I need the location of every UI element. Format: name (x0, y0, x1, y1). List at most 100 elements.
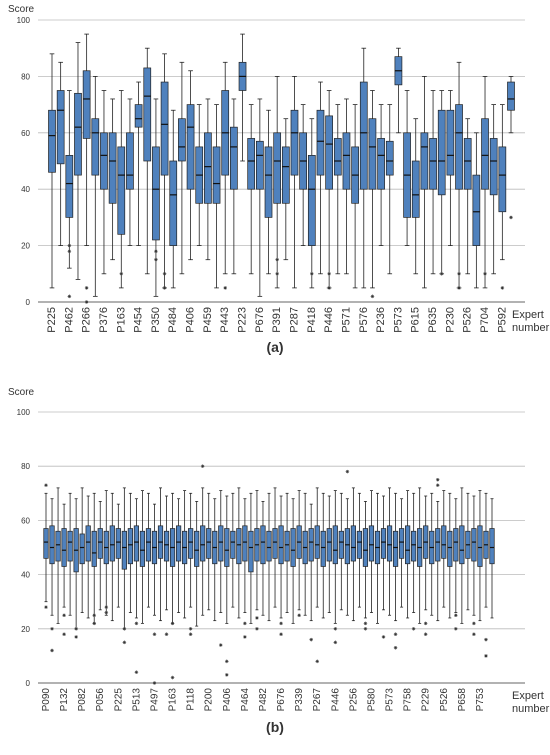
x-tick-label: P266 (81, 307, 93, 333)
box (437, 109, 446, 196)
box (411, 160, 420, 218)
x-tick-label: P339 (294, 688, 305, 712)
box (435, 528, 441, 562)
box (175, 525, 182, 562)
x-tick-label: P350 (150, 307, 162, 333)
box (489, 528, 495, 565)
outlier (275, 257, 279, 262)
x-tick-label: P391 (271, 307, 283, 333)
outlier (279, 632, 283, 637)
x-tick-label: P592 (496, 307, 508, 333)
x-tick-label: P256 (348, 688, 359, 712)
outlier (67, 294, 72, 299)
box (82, 70, 91, 139)
box (169, 160, 178, 246)
box (342, 132, 351, 190)
outlier (74, 635, 78, 639)
box (152, 146, 160, 241)
outlier (472, 621, 476, 626)
outlier (255, 616, 259, 620)
x-tick-label: P571 (340, 307, 352, 333)
box (133, 525, 140, 562)
outlier (225, 659, 229, 664)
box (420, 132, 429, 190)
y-tick-label: 20 (21, 242, 30, 251)
box (55, 530, 61, 562)
box (405, 525, 411, 565)
y-tick-label: 40 (21, 185, 30, 194)
x-tick-label: P163 (168, 688, 179, 712)
outlier (62, 632, 66, 637)
box (264, 146, 273, 218)
outlier (50, 627, 54, 631)
outlier (381, 635, 386, 639)
outlier (134, 670, 139, 674)
outlier (134, 621, 139, 626)
box (356, 530, 363, 559)
x-tick-label: P406 (222, 688, 233, 712)
box (325, 115, 333, 190)
outlier (297, 613, 301, 618)
outlier (122, 627, 127, 631)
x-tick-label: P090 (41, 688, 52, 712)
x-tick-label: P482 (258, 688, 269, 712)
x-tick-label: P418 (306, 307, 318, 333)
y-tick-label: 80 (21, 72, 30, 81)
x-tick-label: P580 (366, 688, 377, 712)
box (188, 528, 194, 559)
box (85, 525, 91, 562)
outlier (333, 627, 338, 631)
box (121, 530, 127, 570)
x-tick-label: P513 (131, 688, 142, 712)
x-tick-label: P526 (462, 307, 474, 333)
outlier (439, 272, 444, 276)
box (230, 530, 236, 559)
box (338, 530, 344, 559)
box (242, 525, 248, 562)
box (446, 109, 455, 176)
outlier (218, 643, 223, 647)
x-tick-label: P287 (288, 307, 300, 333)
box (278, 525, 284, 565)
box (100, 132, 108, 190)
box (186, 104, 195, 190)
box (115, 528, 121, 559)
box (143, 67, 152, 162)
box (79, 533, 85, 565)
box (194, 530, 200, 567)
y-tick-label: 60 (21, 129, 30, 138)
x-tick-label: P200 (204, 688, 215, 712)
x-tick-label: P758 (403, 688, 414, 712)
outlier (275, 272, 279, 276)
outlier (44, 483, 48, 487)
box (200, 525, 206, 562)
box (206, 528, 212, 559)
x-axis-title: number (512, 322, 550, 334)
outlier (119, 272, 124, 276)
x-tick-label: P229 (421, 688, 432, 712)
box (380, 528, 387, 559)
box (61, 528, 67, 567)
outlier (454, 613, 458, 618)
box (411, 530, 417, 562)
y-tick-label: 20 (21, 625, 30, 634)
y-axis-title: Score (8, 387, 35, 398)
outlier (92, 621, 97, 626)
outlier (162, 286, 167, 290)
x-tick-label: P376 (98, 307, 110, 333)
outlier (170, 621, 175, 626)
box (472, 174, 481, 246)
outlier (363, 627, 368, 631)
box (272, 528, 278, 559)
x-tick-label: P658 (457, 688, 468, 712)
outlier (457, 272, 461, 276)
x-tick-label: P230 (444, 307, 456, 333)
x-tick-label: P163 (115, 307, 127, 333)
y-tick-label: 60 (21, 516, 30, 525)
box (359, 81, 368, 190)
outlier (435, 477, 440, 482)
x-tick-label: P464 (240, 688, 251, 712)
box (481, 118, 489, 190)
x-axis-title: Expert (512, 690, 544, 702)
box (109, 525, 115, 562)
